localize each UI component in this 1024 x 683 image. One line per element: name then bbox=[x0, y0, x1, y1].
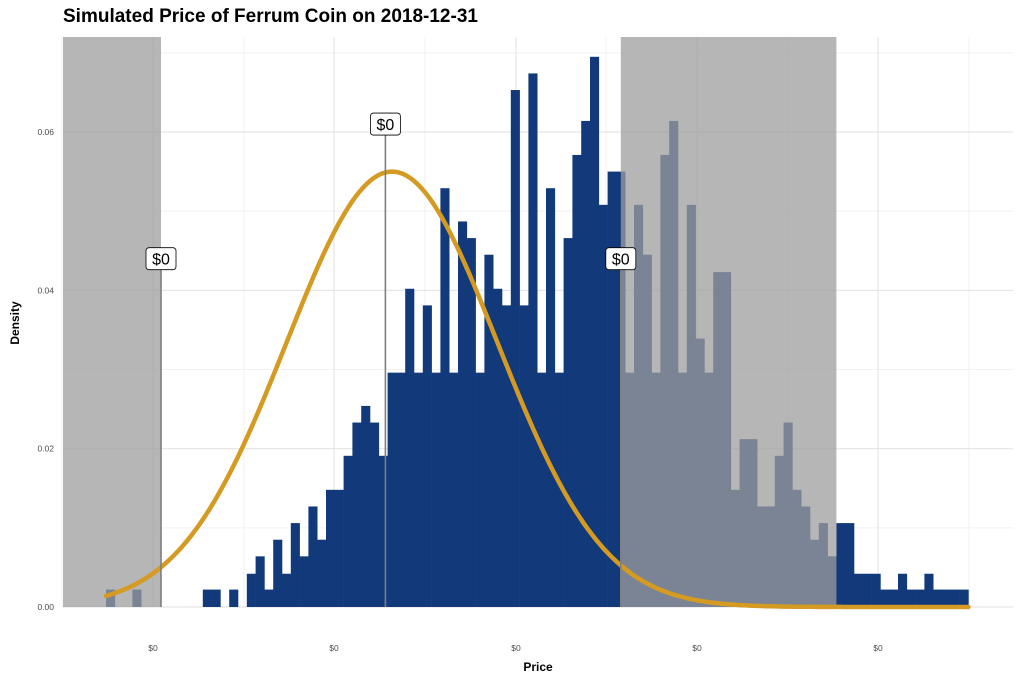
y-tick-labels: 0.00 0.02 0.04 0.06 bbox=[37, 127, 54, 612]
annotation-label: $0 bbox=[152, 252, 170, 269]
histogram-bar bbox=[546, 188, 556, 608]
histogram-bar bbox=[519, 305, 529, 607]
histogram-bar bbox=[590, 56, 600, 607]
histogram-bar bbox=[422, 305, 432, 607]
histogram-bar bbox=[933, 589, 943, 607]
histogram-bar bbox=[246, 573, 256, 607]
histogram-bar bbox=[572, 154, 582, 608]
histogram-bar bbox=[343, 455, 353, 607]
histogram-bar bbox=[414, 372, 424, 607]
histogram-bars bbox=[106, 56, 969, 608]
histogram-bar bbox=[396, 372, 406, 607]
histogram-bar bbox=[493, 288, 503, 607]
histogram-bar bbox=[836, 523, 846, 607]
y-tick-label: 0.00 bbox=[37, 602, 54, 612]
histogram-bar bbox=[475, 372, 485, 607]
histogram-bar bbox=[854, 573, 864, 607]
histogram-bar bbox=[484, 254, 494, 608]
x-tick-label: $0 bbox=[692, 643, 702, 653]
x-tick-label: $0 bbox=[329, 643, 339, 653]
density-curve bbox=[103, 169, 971, 610]
histogram-bar bbox=[387, 372, 397, 607]
histogram-bar bbox=[458, 221, 468, 608]
histogram-bar bbox=[502, 305, 512, 607]
annotations: $0 $0 $0 bbox=[145, 112, 637, 607]
histogram-bar bbox=[845, 523, 855, 607]
histogram-bar bbox=[528, 73, 538, 607]
y-tick-label: 0.02 bbox=[37, 444, 54, 454]
histogram-bar bbox=[440, 188, 450, 608]
annotation-label: $0 bbox=[612, 252, 630, 269]
histogram-bar bbox=[950, 589, 960, 607]
histogram-bar bbox=[378, 455, 388, 607]
density-curve-group bbox=[103, 169, 971, 610]
annotation-box bbox=[145, 247, 177, 271]
shaded-tail-regions bbox=[63, 37, 837, 607]
annotation-box bbox=[605, 247, 637, 271]
histogram-bar bbox=[581, 120, 591, 608]
histogram-bar bbox=[607, 171, 617, 608]
histogram-bar bbox=[211, 589, 221, 607]
histogram-bar bbox=[264, 589, 274, 607]
annotation-box bbox=[369, 112, 401, 136]
x-tick-label: $0 bbox=[148, 643, 158, 653]
x-axis-title: Price bbox=[523, 660, 553, 674]
shaded-tail-region bbox=[63, 37, 161, 607]
histogram-bar bbox=[906, 589, 916, 607]
histogram-bar bbox=[862, 573, 872, 607]
histogram-bar bbox=[871, 573, 881, 607]
histogram-bar bbox=[290, 523, 300, 607]
histogram-bar bbox=[229, 589, 239, 607]
histogram-bar bbox=[334, 489, 344, 607]
histogram-bar bbox=[282, 573, 292, 607]
histogram-bar bbox=[466, 238, 476, 608]
histogram-bar bbox=[563, 238, 573, 608]
x-tick-labels: $0 $0 $0 $0 $0 bbox=[148, 643, 883, 653]
y-axis-title: Density bbox=[8, 301, 22, 345]
histogram-bar bbox=[959, 589, 969, 607]
histogram-bar bbox=[405, 288, 415, 607]
histogram-bar bbox=[299, 556, 309, 607]
histogram-bar bbox=[449, 372, 459, 607]
histogram-bar bbox=[880, 589, 890, 607]
annotation-label: $0 bbox=[377, 117, 395, 134]
histogram-bar bbox=[942, 589, 952, 607]
histogram-bar bbox=[431, 372, 441, 607]
histogram-bar bbox=[898, 573, 908, 607]
histogram-bar bbox=[537, 372, 547, 607]
histogram-bar bbox=[510, 90, 520, 607]
histogram-bar bbox=[202, 589, 212, 607]
y-tick-label: 0.06 bbox=[37, 127, 54, 137]
shaded-tail-region bbox=[620, 37, 837, 607]
histogram-bar bbox=[308, 506, 318, 607]
histogram-bar bbox=[273, 539, 283, 607]
histogram-bar bbox=[598, 204, 608, 608]
histogram-bar bbox=[924, 573, 934, 607]
histogram-bar bbox=[915, 589, 925, 607]
histogram-bar bbox=[352, 422, 362, 607]
chart-title: Simulated Price of Ferrum Coin on 2018-1… bbox=[63, 6, 478, 27]
histogram-bar bbox=[255, 556, 265, 607]
histogram-bar bbox=[361, 405, 371, 607]
histogram-bar bbox=[317, 539, 327, 607]
x-tick-label: $0 bbox=[873, 643, 883, 653]
histogram-bar bbox=[326, 489, 336, 607]
histogram-bar bbox=[370, 422, 380, 607]
histogram-bar bbox=[554, 372, 564, 607]
histogram-bar bbox=[889, 589, 899, 607]
y-tick-label: 0.04 bbox=[37, 285, 54, 295]
x-tick-label: $0 bbox=[511, 643, 521, 653]
